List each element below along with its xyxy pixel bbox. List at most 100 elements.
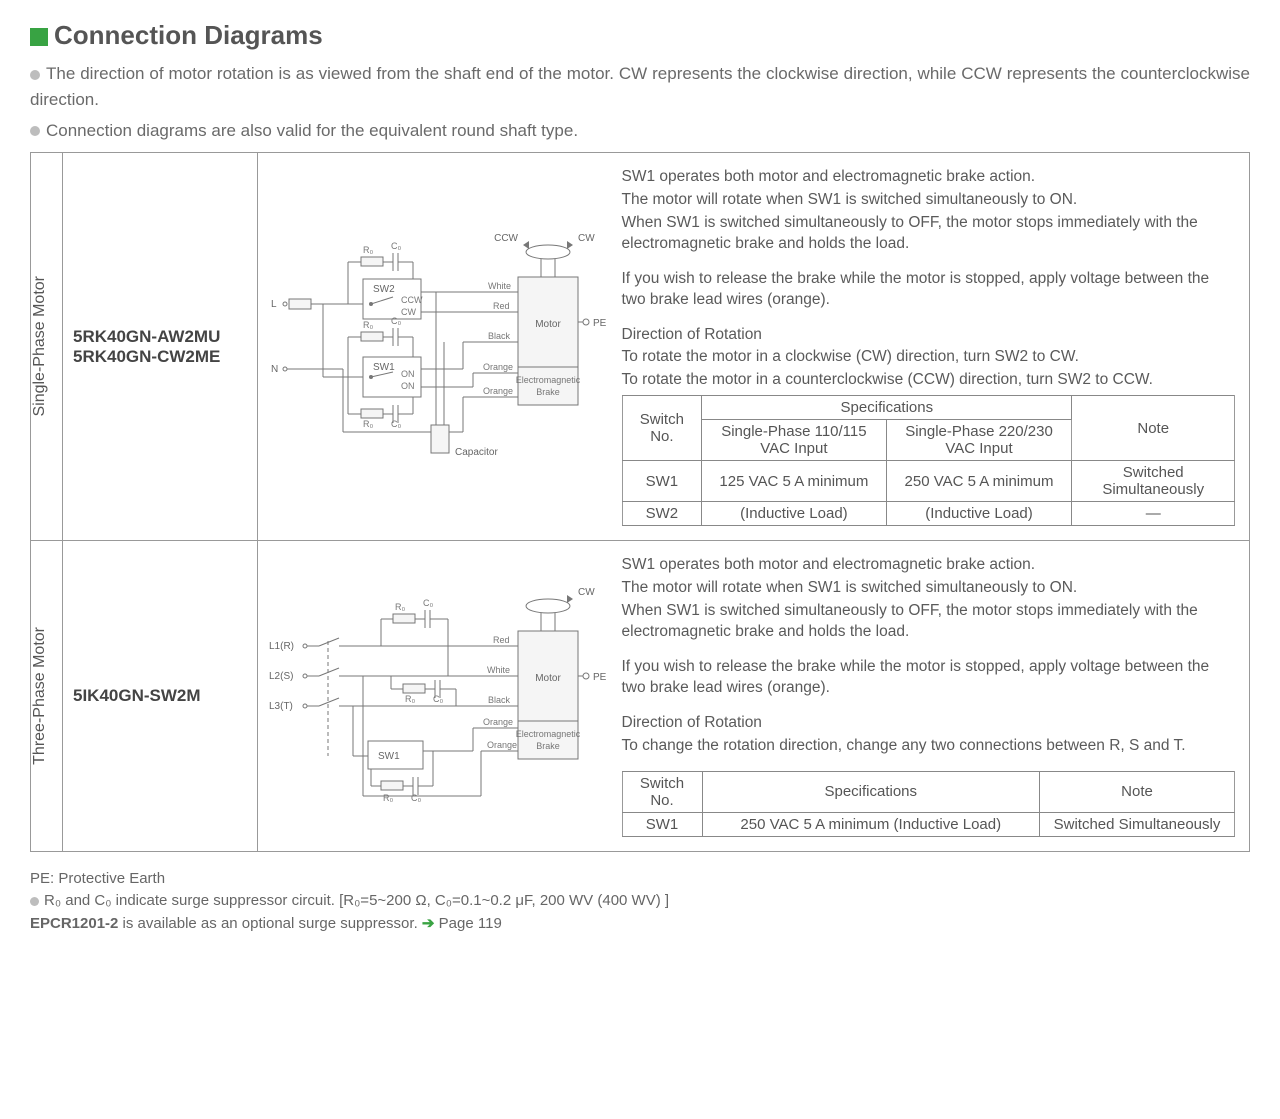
footer-epcr: EPCR1201-2 is available as an optional s… [30,913,1250,936]
desc-2-p3a: To change the rotation direction, change… [622,736,1236,757]
svg-text:Red: Red [493,301,510,311]
svg-text:L2(S): L2(S) [269,671,293,682]
desc-cell-2: SW1 operates both motor and electromagne… [618,541,1250,851]
svg-text:C₀: C₀ [423,598,433,608]
svg-text:Capacitor: Capacitor [455,447,498,458]
arrow-icon: ➔ [422,915,435,932]
spec-table-2: Switch No. Specifications Note SW1 250 V… [622,771,1236,837]
desc-2-p2: If you wish to release the brake while t… [622,657,1236,699]
svg-text:Electromagnetic: Electromagnetic [515,729,580,739]
desc-cell-1: SW1 operates both motor and electromagne… [618,153,1250,541]
model-2a: 5IK40GN-SW2M [73,686,247,706]
svg-text:L3(T): L3(T) [269,701,293,712]
td-sw1: SW1 [622,461,702,502]
svg-text:Brake: Brake [536,387,560,397]
desc-2-p1b: The motor will rotate when SW1 is switch… [622,578,1236,599]
svg-text:C₀: C₀ [391,316,401,326]
category-three-phase: Three-Phase Motor [31,541,63,851]
td-sw2v1: (Inductive Load) [702,502,886,526]
section-title: Connection Diagrams [30,20,1250,51]
svg-text:R₀: R₀ [363,320,373,330]
svg-text:C₀: C₀ [411,793,421,803]
intro-line-2: Connection diagrams are also valid for t… [30,118,1250,144]
intro-line-1: The direction of motor rotation is as vi… [30,61,1250,114]
svg-text:R₀: R₀ [363,245,373,255]
desc-1-p1b: The motor will rotate when SW1 is switch… [622,190,1236,211]
svg-text:Black: Black [488,695,511,705]
td2-sw1note: Switched Simultaneously [1040,812,1235,836]
svg-text:C₀: C₀ [391,241,401,251]
th-note: Note [1072,396,1235,461]
svg-text:SW1: SW1 [378,751,400,762]
th-sp1: Single-Phase 110/115 VAC Input [702,420,886,461]
svg-text:Red: Red [493,635,510,645]
model-cell-2: 5IK40GN-SW2M [63,541,258,851]
svg-text:SW1: SW1 [373,362,395,373]
desc-2-p1a: SW1 operates both motor and electromagne… [622,555,1236,576]
svg-text:White: White [487,665,510,675]
footer: PE: Protective Earth R₀ and C₀ indicate … [30,868,1250,936]
desc-2-p3h: Direction of Rotation [622,713,1236,734]
svg-text:Brake: Brake [536,741,560,751]
svg-text:PE: PE [593,318,607,329]
desc-1-p3a: To rotate the motor in a clockwise (CW) … [622,347,1236,368]
diagram-single-phase: Motor Electromagnetic Brake CCW CW PE L … [258,153,618,541]
wiring-diagram-1: Motor Electromagnetic Brake CCW CW PE L … [263,197,613,497]
desc-1-p2: If you wish to release the brake while t… [622,269,1236,311]
th-spec: Specifications [702,396,1072,420]
svg-text:SW2: SW2 [373,284,395,295]
model-1a: 5RK40GN-AW2MU [73,327,247,347]
bullet-icon [30,126,40,136]
svg-text:Orange: Orange [483,717,513,727]
model-cell-1: 5RK40GN-AW2MU 5RK40GN-CW2ME [63,153,258,541]
diagram-three-phase: Motor Electromagnetic Brake CW PE L1(R) … [258,541,618,851]
footer-pe: PE: Protective Earth [30,868,1250,891]
svg-text:C₀: C₀ [391,419,401,429]
th2-note: Note [1040,771,1235,812]
th-sp2: Single-Phase 220/230 VAC Input [886,420,1072,461]
svg-text:CCW: CCW [401,295,423,305]
desc-1-p3h: Direction of Rotation [622,325,1236,346]
svg-text:R₀: R₀ [383,793,393,803]
td2-sw1v: 250 VAC 5 A minimum (Inductive Load) [702,812,1040,836]
svg-text:N: N [271,364,278,375]
th2-spec: Specifications [702,771,1040,812]
desc-1-p1a: SW1 operates both motor and electromagne… [622,167,1236,188]
svg-text:Motor: Motor [535,673,561,684]
td-sw1note: Switched Simultaneously [1072,461,1235,502]
footer-rc: R₀ and C₀ indicate surge suppressor circ… [30,890,1250,913]
svg-text:R₀: R₀ [405,694,415,704]
svg-text:C₀: C₀ [433,694,443,704]
svg-text:ON: ON [401,381,415,391]
svg-text:L: L [271,299,277,310]
svg-text:Orange: Orange [483,362,513,372]
category-single-phase: Single-Phase Motor [31,153,63,541]
wiring-diagram-2: Motor Electromagnetic Brake CW PE L1(R) … [263,556,613,836]
td-sw2note: — [1072,502,1235,526]
diagram-table: Single-Phase Motor 5RK40GN-AW2MU 5RK40GN… [30,152,1250,852]
svg-text:Black: Black [488,331,511,341]
model-1b: 5RK40GN-CW2ME [73,347,247,367]
title-square-icon [30,28,48,46]
desc-2-p1c: When SW1 is switched simultaneously to O… [622,601,1236,643]
svg-text:Orange: Orange [487,740,517,750]
desc-1-p1c: When SW1 is switched simultaneously to O… [622,213,1236,255]
svg-text:CW: CW [401,307,416,317]
title-text: Connection Diagrams [54,20,323,50]
svg-text:CW: CW [578,233,595,244]
svg-text:Orange: Orange [483,386,513,396]
desc-1-p3b: To rotate the motor in a counterclockwis… [622,370,1236,391]
td-sw2v2: (Inductive Load) [886,502,1072,526]
th2-switch: Switch No. [622,771,702,812]
svg-text:PE: PE [593,672,607,683]
td2-sw1: SW1 [622,812,702,836]
bullet-icon [30,70,40,80]
td-sw2: SW2 [622,502,702,526]
svg-text:R₀: R₀ [395,602,405,612]
svg-text:Electromagnetic: Electromagnetic [515,375,580,385]
td-sw1v1: 125 VAC 5 A minimum [702,461,886,502]
svg-text:L1(R): L1(R) [269,641,294,652]
svg-text:ON: ON [401,369,415,379]
svg-text:White: White [488,281,511,291]
svg-text:CW: CW [578,587,595,598]
